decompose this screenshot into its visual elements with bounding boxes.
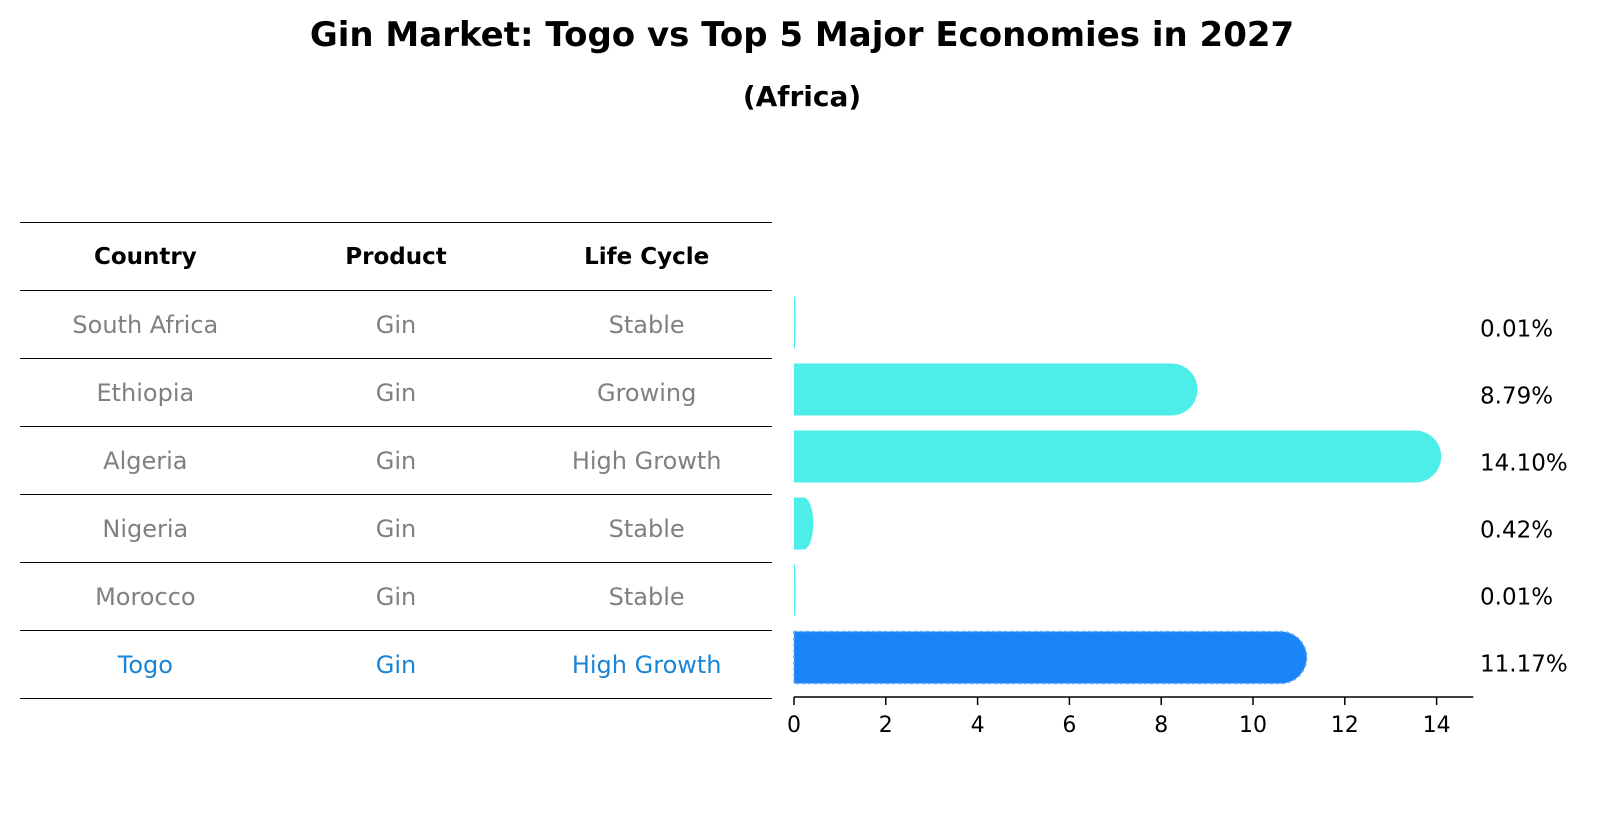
cell-life-cycle: High Growth (571, 650, 722, 679)
data-label: 11.17% (1480, 652, 1568, 678)
x-tick-label: 4 (971, 713, 985, 738)
highlight-outline (793, 630, 1308, 685)
cell-product: Gin (375, 582, 417, 611)
data-table: Country Product Life Cycle South Africa G… (20, 222, 772, 699)
cell-product: Gin (375, 650, 417, 679)
x-tick-label: 10 (1239, 713, 1267, 738)
cell-life-cycle: Growing (596, 378, 697, 407)
x-tick-label: 2 (879, 713, 893, 738)
chart-subtitle: (Africa) (742, 80, 862, 113)
bar-nigeria (794, 497, 814, 550)
x-tick-label: 0 (787, 713, 801, 738)
bar-ethiopia (794, 363, 1198, 416)
x-tick-label: 6 (1062, 713, 1076, 738)
header-product: Product (345, 243, 447, 270)
table-header-row: Country Product Life Cycle (20, 222, 772, 291)
data-label: 0.01% (1480, 317, 1553, 343)
cell-country: Ethiopia (96, 378, 195, 407)
data-label: 8.79% (1480, 384, 1553, 410)
data-label: 14.10% (1480, 451, 1568, 477)
cell-life-cycle: High Growth (571, 446, 722, 475)
data-label: 0.42% (1480, 518, 1553, 544)
table-row: Nigeria Gin Stable (20, 495, 772, 563)
cell-product: Gin (375, 514, 417, 543)
cell-country: South Africa (72, 310, 219, 339)
cell-product: Gin (375, 310, 417, 339)
table-row: Togo Gin High Growth (20, 631, 772, 699)
bar-algeria (794, 430, 1442, 483)
x-tick-label: 14 (1423, 713, 1451, 738)
x-tick-label: 12 (1331, 713, 1359, 738)
header-country: Country (93, 243, 197, 270)
header-life-cycle: Life Cycle (584, 243, 710, 270)
table-row: Algeria Gin High Growth (20, 427, 772, 495)
cell-product: Gin (375, 446, 417, 475)
data-label: 0.01% (1480, 585, 1553, 611)
bar-togo (794, 631, 1307, 684)
table-row: Morocco Gin Stable (20, 563, 772, 631)
cell-life-cycle: Stable (608, 310, 685, 339)
bar-south-africa (794, 296, 796, 349)
cell-country: Nigeria (102, 514, 189, 543)
cell-country: Algeria (103, 446, 188, 475)
table-body: South Africa Gin Stable Ethiopia Gin Growing A… (20, 291, 772, 699)
cell-life-cycle: Stable (608, 582, 685, 611)
x-tick-label: 8 (1154, 713, 1168, 738)
cell-product: Gin (375, 378, 417, 407)
table-row: South Africa Gin Stable (20, 291, 772, 359)
bar-morocco (794, 564, 796, 617)
chart-title: Gin Market: Togo vs Top 5 Major Economie… (309, 15, 1295, 55)
cell-country: Togo (117, 650, 173, 679)
table-row: Ethiopia Gin Growing (20, 359, 772, 427)
cell-life-cycle: Stable (608, 514, 685, 543)
cell-country: Morocco (95, 582, 196, 611)
